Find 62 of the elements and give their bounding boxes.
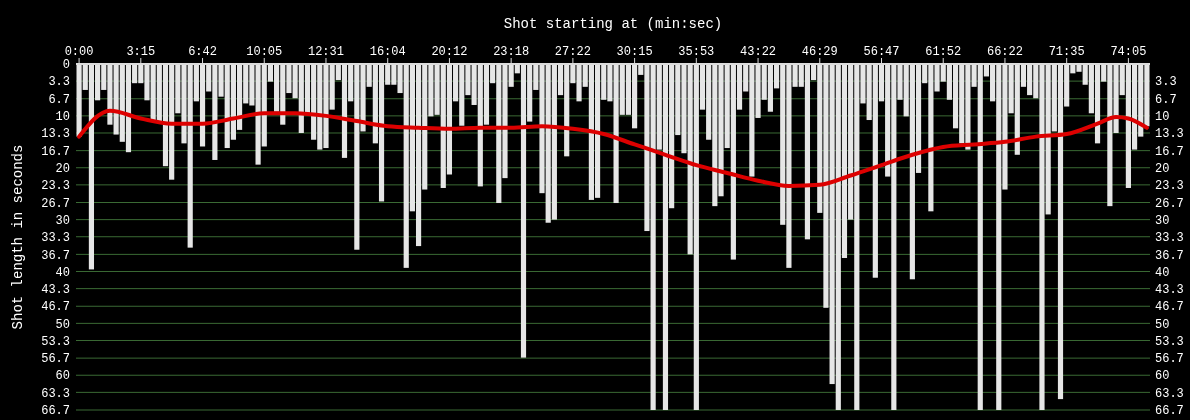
line-series [77, 108, 1149, 188]
y-tick-label: 10 [55, 110, 70, 125]
y-tick-label: 3.3 [48, 75, 70, 90]
y-axis-title: Shot length in seconds [10, 144, 26, 330]
y-tick-label: 20 [55, 161, 70, 176]
y-tick-label: 33.3 [41, 230, 70, 245]
x-tick-label: 23:18 [493, 45, 530, 59]
y-tick-label: 50 [55, 317, 70, 332]
y2-tick-label: 40 [1155, 265, 1170, 280]
x-tick-label: 30:15 [616, 45, 653, 59]
y-tick-label: 56.7 [41, 352, 70, 367]
x-tick-label: 10:05 [246, 45, 283, 59]
y2-tick-label: 53.3 [1155, 334, 1184, 349]
x-tick-label: 74:05 [1110, 45, 1147, 59]
x-tick-label: 71:35 [1048, 45, 1085, 59]
y2-tick-label: 46.7 [1155, 300, 1184, 315]
y2-tick-label: 33.3 [1155, 230, 1184, 245]
y2-tick-label: 20 [1155, 161, 1170, 176]
y-tick-label: 46.7 [41, 300, 70, 315]
x-tick-label: 3:15 [126, 45, 156, 59]
y2-tick-label: 60 [1155, 369, 1170, 384]
y-tick-label: 26.7 [41, 196, 70, 211]
x-tick-label: 27:22 [554, 45, 591, 59]
x-tick-label: 56:47 [863, 45, 900, 59]
y-tick-label: 0 [62, 58, 70, 73]
y2-tick-label: 36.7 [1155, 248, 1184, 263]
y2-tick-label: 16.7 [1155, 144, 1184, 159]
y2-tick-label: 50 [1155, 317, 1170, 332]
y-tick-label: 30 [55, 213, 70, 228]
x-tick-label: 6:42 [188, 45, 217, 59]
y-tick-label: 23.3 [41, 179, 70, 194]
y2-tick-label: 43.3 [1155, 282, 1184, 297]
y-tick-label: 53.3 [41, 334, 70, 349]
y2-tick-label: 63.3 [1155, 386, 1184, 401]
chart-title: Shot starting at (min:sec) [503, 16, 723, 32]
y-tick-label: 66.7 [41, 404, 70, 419]
x-tick-label: 0:00 [64, 45, 94, 59]
y2-tick-label: 23.3 [1155, 179, 1184, 194]
x-tick-label: 46:29 [801, 45, 838, 59]
y2-tick-label: 66.7 [1155, 404, 1184, 419]
y-tick-label: 16.7 [41, 144, 70, 159]
y2-tick-label: 13.3 [1155, 127, 1184, 142]
y-tick-label: 13.3 [41, 127, 70, 142]
x-tick-label: 20:12 [431, 45, 468, 59]
x-tick-label: 43:22 [740, 45, 777, 59]
y2-tick-label: 30 [1155, 213, 1170, 228]
y2-tick-label: 26.7 [1155, 196, 1184, 211]
y2-tick-label: 56.7 [1155, 352, 1184, 367]
x-tick-label: 61:52 [925, 45, 962, 59]
y2-tick-label: 6.7 [1155, 92, 1177, 107]
y2-tick-label: 3.3 [1155, 75, 1177, 90]
y-tick-label: 6.7 [48, 92, 70, 107]
y-tick-label: 36.7 [41, 248, 70, 263]
y-tick-label: 43.3 [41, 282, 70, 297]
x-tick-label: 35:53 [678, 45, 715, 59]
y2-tick-label: 10 [1155, 110, 1170, 125]
y-tick-label: 60 [55, 369, 70, 384]
x-tick-label: 66:22 [986, 45, 1023, 59]
x-tick-label: 12:31 [307, 45, 344, 59]
y-tick-label: 40 [55, 265, 70, 280]
y-tick-label: 63.3 [41, 386, 70, 401]
x-tick-label: 16:04 [369, 45, 406, 59]
